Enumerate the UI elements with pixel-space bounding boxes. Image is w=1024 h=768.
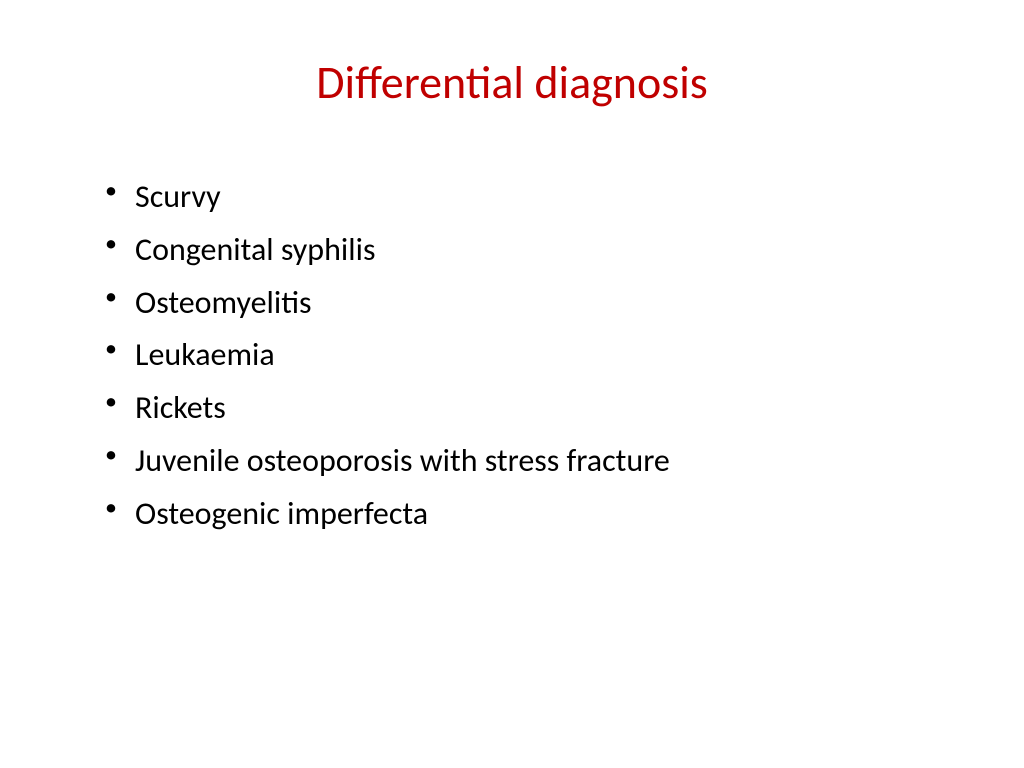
slide-container: Differential diagnosis Scurvy Congenital… [0, 0, 1024, 768]
list-item: Juvenile osteoporosis with stress fractu… [100, 435, 934, 488]
list-item: Scurvy [100, 171, 934, 224]
list-item: Rickets [100, 382, 934, 435]
bullet-list: Scurvy Congenital syphilis Osteomyelitis… [90, 171, 934, 541]
list-item: Osteomyelitis [100, 277, 934, 330]
list-item: Osteogenic imperfecta [100, 488, 934, 541]
slide-title: Differential diagnosis [90, 55, 934, 111]
list-item: Congenital syphilis [100, 224, 934, 277]
list-item: Leukaemia [100, 329, 934, 382]
